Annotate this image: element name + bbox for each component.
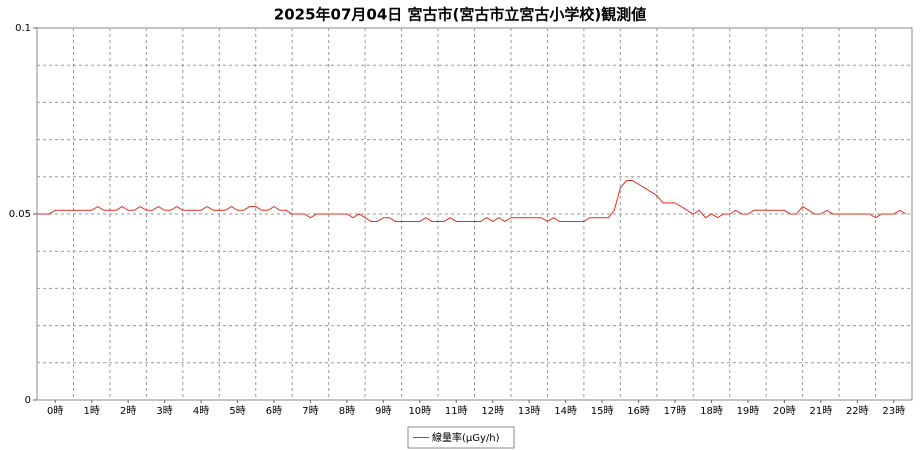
x-tick-label: 5時: [229, 405, 245, 417]
x-tick-label: 12時: [481, 405, 504, 417]
x-tick-label: 14時: [554, 405, 577, 417]
legend-label: 線量率(μGy/h): [432, 431, 500, 444]
y-tick-label: 0.1: [15, 23, 31, 34]
x-tick-label: 22時: [846, 405, 869, 417]
x-tick-label: 4時: [193, 405, 209, 417]
x-tick-label: 20時: [773, 405, 796, 417]
x-tick-label: 0時: [47, 405, 63, 417]
chart-title: 2025年07月04日 宮古市(宮古市立宮古小学校)観測値: [274, 6, 646, 24]
x-tick-label: 8時: [339, 405, 355, 417]
legend-box: [407, 426, 515, 449]
x-tick-label: 11時: [445, 405, 468, 417]
x-tick-label: 17時: [664, 405, 687, 417]
y-tick-label: 0: [25, 395, 31, 406]
x-tick-label: 6時: [266, 405, 282, 417]
x-tick-label: 9時: [375, 405, 391, 417]
y-tick-label: 0.05: [9, 209, 31, 220]
x-tick-label: 3時: [156, 405, 172, 417]
x-tick-label: 2時: [120, 405, 136, 417]
x-tick-label: 18時: [700, 405, 723, 417]
x-tick-label: 7時: [302, 405, 318, 417]
x-tick-label: 16時: [627, 405, 650, 417]
x-tick-label: 10時: [408, 405, 431, 417]
x-tick-label: 21時: [809, 405, 832, 417]
x-tick-label: 23時: [882, 405, 905, 417]
data-line: [37, 180, 907, 223]
x-tick-label: 15時: [591, 405, 614, 417]
x-tick-label: 1時: [84, 405, 100, 417]
x-tick-label: 13時: [518, 405, 541, 417]
x-tick-label: 19時: [737, 405, 760, 417]
